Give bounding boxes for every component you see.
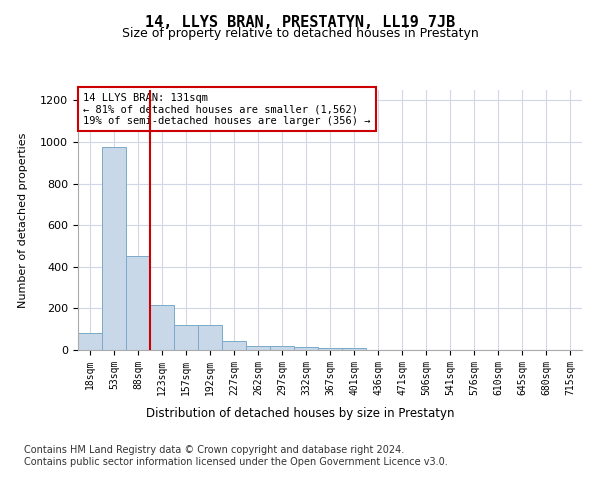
Bar: [294, 347, 318, 350]
Bar: [198, 325, 222, 350]
Bar: [342, 348, 366, 350]
Bar: [270, 346, 294, 350]
Bar: [78, 334, 102, 350]
Bar: [150, 306, 174, 350]
Y-axis label: Number of detached properties: Number of detached properties: [17, 132, 28, 308]
Text: Size of property relative to detached houses in Prestatyn: Size of property relative to detached ho…: [122, 28, 478, 40]
Text: Contains HM Land Registry data © Crown copyright and database right 2024.
Contai: Contains HM Land Registry data © Crown c…: [24, 445, 448, 466]
Bar: [102, 147, 126, 350]
Text: Distribution of detached houses by size in Prestatyn: Distribution of detached houses by size …: [146, 408, 454, 420]
Bar: [222, 340, 246, 350]
Bar: [174, 325, 198, 350]
Text: 14, LLYS BRAN, PRESTATYN, LL19 7JB: 14, LLYS BRAN, PRESTATYN, LL19 7JB: [145, 15, 455, 30]
Text: 14 LLYS BRAN: 131sqm
← 81% of detached houses are smaller (1,562)
19% of semi-de: 14 LLYS BRAN: 131sqm ← 81% of detached h…: [83, 92, 371, 126]
Bar: [246, 346, 270, 350]
Bar: [318, 348, 342, 350]
Bar: [126, 256, 150, 350]
